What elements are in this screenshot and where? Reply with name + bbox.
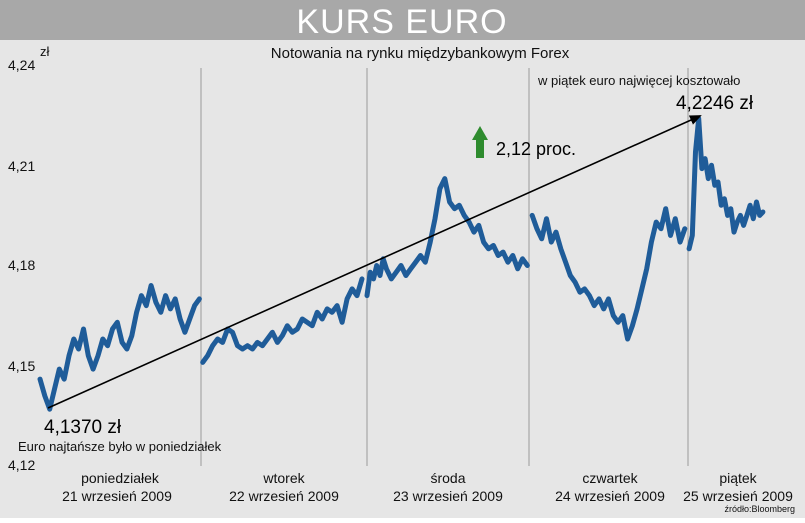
series-line-day-4: [529, 206, 688, 342]
day-date-label: 22 wrzesień 2009: [229, 488, 339, 504]
max-text: w piątek euro najwięcej kosztowało: [537, 73, 740, 88]
series-line-day-2: [200, 276, 365, 365]
source-label: źródło:Bloomberg: [724, 504, 795, 514]
min-value: 4,1370 zł: [44, 417, 122, 438]
day-name-label: piątek: [719, 470, 757, 486]
max-value: 4,2246 zł: [676, 93, 754, 114]
y-tick-label: 4,24: [8, 57, 35, 73]
day-date-label: 21 wrzesień 2009: [62, 488, 172, 504]
trend-arrow: [47, 115, 702, 409]
title-bar: [0, 0, 805, 40]
y-axis-unit: zł: [40, 44, 50, 59]
y-tick-label: 4,12: [8, 457, 35, 473]
y-axis-ticks: 4,24 4,21 4,18 4,15 4,12: [8, 57, 35, 473]
change-label: 2,12 proc.: [496, 139, 576, 159]
y-tick-label: 4,21: [8, 158, 35, 174]
series-line-day-5: [686, 116, 766, 252]
day-name-label: poniedziałek: [81, 470, 160, 486]
day-name-label: środa: [430, 470, 465, 486]
chart-title: KURS EURO: [296, 3, 507, 41]
day-date-label: 24 wrzesień 2009: [555, 488, 665, 504]
day-date-label: 23 wrzesień 2009: [393, 488, 503, 504]
day-date-label: 25 wrzesień 2009: [683, 488, 793, 504]
y-tick-label: 4,15: [8, 358, 35, 374]
series-layer: [37, 116, 766, 412]
chart-subtitle: Notowania na rynku międzybankowym Forex: [271, 45, 570, 62]
up-arrow-icon: [472, 126, 488, 158]
day-name-label: wtorek: [262, 470, 305, 486]
series-line-day-1: [37, 283, 202, 412]
y-tick-label: 4,18: [8, 257, 35, 273]
min-text: Euro najtańsze było w poniedziałek: [18, 439, 222, 454]
series-line-day-3: [364, 176, 530, 299]
day-name-label: czwartek: [582, 470, 638, 486]
x-axis-day-labels: poniedziałek 21 wrzesień 2009 wtorek 22 …: [62, 470, 793, 504]
